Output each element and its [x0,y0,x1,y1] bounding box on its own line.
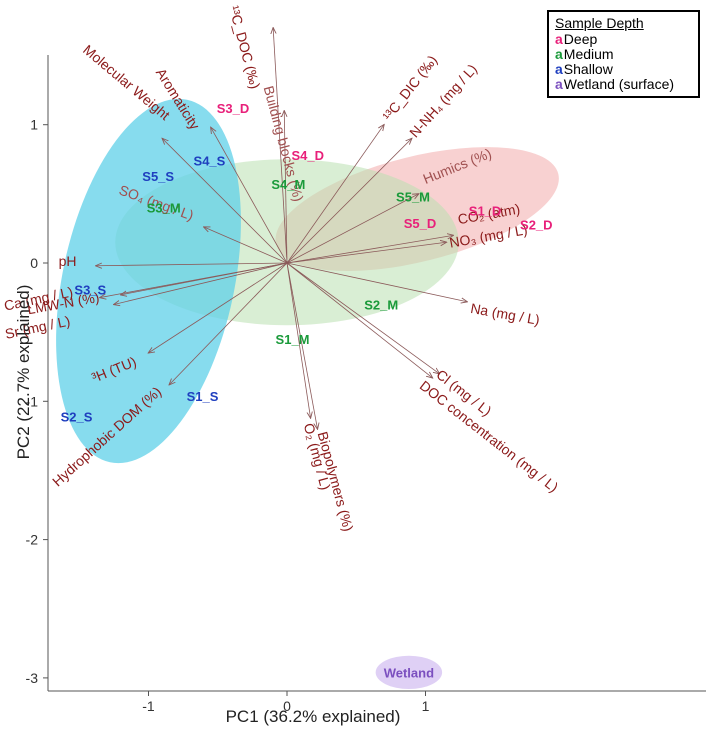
point-s4-m: S4_M [271,177,305,192]
ellipse-shallow [56,98,241,464]
point-s4-s: S4_S [194,154,226,169]
legend-item-deep: aDeep [555,32,692,47]
legend-item-medium: aMedium [555,47,692,62]
point-s5-s: S5_S [142,169,174,184]
loading-label-ph: pH [59,253,77,269]
legend-key: a [555,76,563,92]
y-tick-label: -3 [26,670,39,686]
loading-label-doc-concentration-mg-l: DOC concentration (mg / L) [417,377,562,495]
point-s5-m: S5_M [396,190,430,205]
legend-key: a [555,61,563,77]
sample-points: S3_D S4_D S1_D S5_D S2_D S4_M S5_M S3_M S2_M S1_M… [61,101,553,680]
y-tick-label: 0 [30,255,38,271]
legend-item-shallow: aShallow [555,62,692,77]
loading-arrow-biopolymers [286,262,317,429]
point-s1-m: S1_M [276,332,310,347]
legend-items: aDeep aMedium aShallow aWetland (surface) [555,32,692,92]
legend-label: Shallow [563,61,613,77]
loading-arrow-so-mg-l [204,227,288,264]
loading-arrow-sr-mg-l [114,262,288,304]
loading-arrow-ph [96,263,288,266]
x-tick-label: -1 [142,698,155,714]
point-s1-s: S1_S [187,389,219,404]
y-tick-label: 1 [30,117,38,133]
loading-arrow-c-dic [286,125,384,264]
legend-key: a [555,31,563,47]
loading-arrow-humics [286,194,419,264]
loading-arrow-lmw-n [121,262,288,295]
loading-arrow-hydrophobic-dom [169,262,288,385]
point-wetland: Wetland [384,665,434,680]
point-s2-m: S2_M [364,297,398,312]
x-tick-label: 1 [422,698,430,714]
loading-arrows [96,28,467,429]
loading-arrow-o-mg-l [286,262,311,418]
point-s1-d: S1_D [469,203,502,218]
legend-label: Medium [563,46,614,62]
loading-arrow-na-mg-l [286,262,467,302]
x-axis-title: PC1 (36.2% explained) [226,707,401,726]
legend-title: Sample Depth [555,15,644,31]
legend-label: Deep [563,31,598,47]
loading-arrow-no-mg-l [286,242,446,264]
axis-ticks: -1 0 1 -3 -2 -1 0 1 [26,117,430,714]
legend-item-wetland-surface: aWetland (surface) [555,77,692,92]
point-s5-d: S5_D [404,216,437,231]
loading-arrow-co-atm [286,235,453,264]
x-tick-label: 0 [283,698,291,714]
y-tick-label: -1 [26,393,39,409]
ellipse-wetland [375,655,443,689]
axes [47,55,706,692]
y-tick-label: -2 [26,532,39,548]
loading-arrow-aromaticity [211,127,288,264]
point-s4-d: S4_D [292,148,325,163]
point-s3-d: S3_D [217,101,250,116]
y-axis-title: PC2 (22.7% explained) [14,285,33,460]
legend: Sample Depth aDeep aMedium aShallow aWetlan… [547,10,700,98]
loading-arrow-n-nh-mg-l [286,139,412,264]
loading-arrow-building-blocks [284,111,287,264]
loading-arrow-h-tu [149,262,288,353]
loading-arrow-doc-concentration-mg-l [286,262,432,378]
loading-arrow-cl-mg-l [286,262,439,374]
loading-arrow-c-doc [273,28,288,264]
legend-key: a [555,46,563,62]
point-s3-m: S3_M [147,201,181,216]
legend-label: Wetland (surface) [563,76,675,92]
point-s3-s: S3_S [74,282,106,297]
loading-label-na-mg-l: Na (mg / L) [469,300,541,328]
loading-arrow-molecular-weight [162,139,288,264]
loading-label-c-doc: ¹³C_DOC (‰) [226,4,264,91]
point-s2-s: S2_S [61,410,93,425]
point-s2-d: S2_D [520,217,553,232]
